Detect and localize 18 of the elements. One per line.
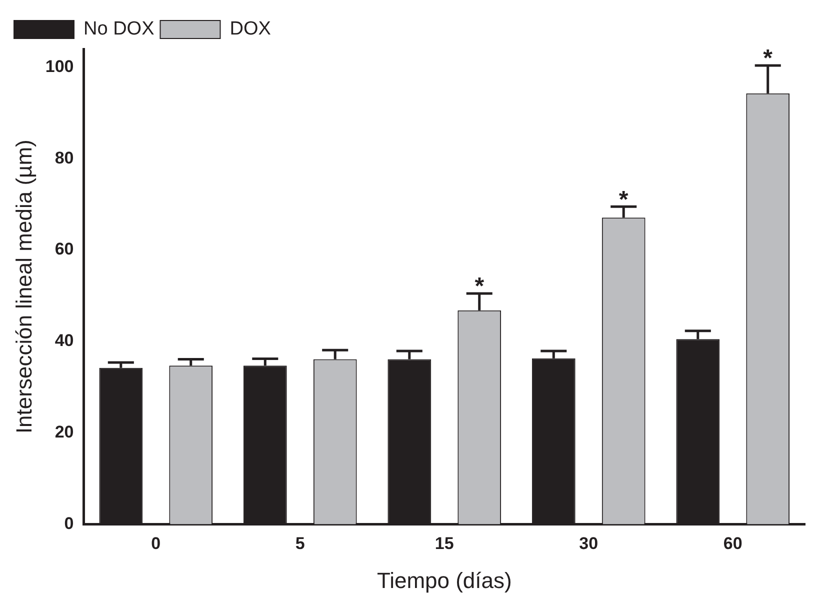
- y-axis-title: Intersección lineal media (µm): [11, 140, 36, 434]
- y-tick-label: 80: [54, 148, 74, 168]
- x-tick-label: 5: [295, 534, 305, 554]
- y-tick-label: 20: [54, 422, 74, 442]
- y-tick-label: 100: [45, 56, 74, 76]
- annotation: *: [618, 186, 629, 214]
- y-tick-label: 60: [54, 240, 74, 259]
- legend-label: DOX: [230, 18, 272, 40]
- y-tick-label: 0: [64, 514, 74, 533]
- y-tick-label: 40: [54, 331, 74, 350]
- annotation: *: [474, 273, 485, 300]
- x-axis-title: Tiempo (días): [376, 568, 512, 593]
- x-tick-label: 30: [579, 534, 598, 554]
- legend-label: No DOX: [84, 18, 155, 40]
- annotation: *: [763, 45, 774, 72]
- x-tick-label: 15: [434, 534, 454, 554]
- x-tick-label: 60: [723, 534, 742, 554]
- x-tick-label: 0: [151, 534, 161, 554]
